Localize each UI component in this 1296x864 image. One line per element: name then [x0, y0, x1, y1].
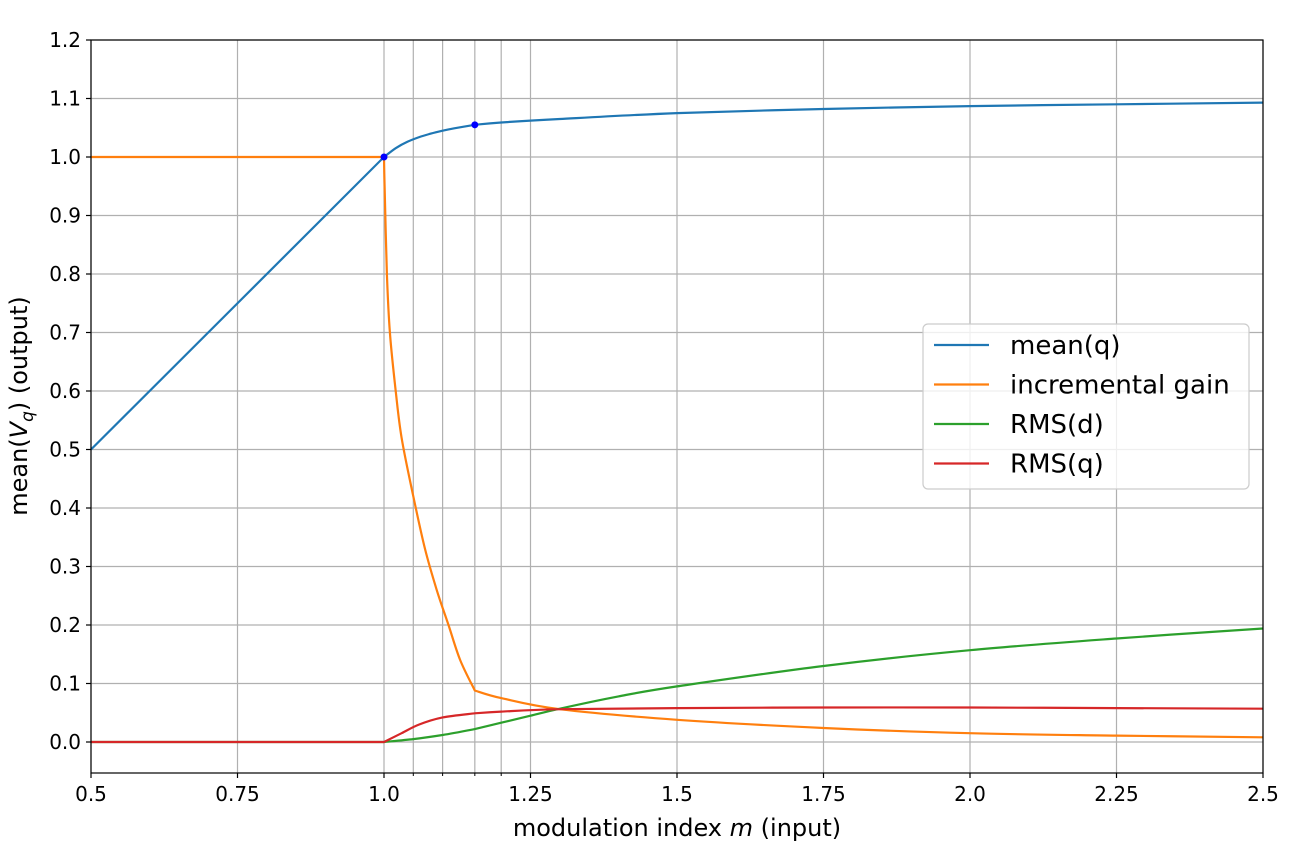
x-tick-label: 2.0 [954, 782, 986, 806]
x-tick-label: 1.75 [801, 782, 846, 806]
legend-item: incremental gain [934, 371, 1230, 401]
y-tick-label: 0.8 [49, 262, 81, 286]
legend-label: incremental gain [1010, 371, 1230, 401]
legend-label: mean(q) [1010, 331, 1121, 361]
legend-item: RMS(q) [934, 450, 1104, 480]
legend: mean(q) incremental gain RMS(d) RMS(q) [922, 323, 1250, 490]
legend-item: RMS(d) [934, 410, 1104, 440]
y-tick-label: 0.0 [49, 730, 81, 754]
highlight-markers [380, 121, 479, 161]
x-tick-label: 1.5 [661, 782, 693, 806]
y-tick-label: 0.5 [49, 438, 81, 462]
x-axis-label: modulation index m (input) [513, 814, 841, 842]
y-tick-label: 0.3 [49, 555, 81, 579]
x-axis-ticks: 0.5 0.75 1.0 1.25 1.5 1.75 2.0 2.25 2.5 [75, 773, 1279, 806]
y-tick-label: 1.2 [49, 28, 81, 52]
y-tick-label: 1.0 [49, 145, 81, 169]
x-tick-label: 1.0 [368, 782, 400, 806]
y-tick-label: 0.9 [49, 204, 81, 228]
x-tick-label: 2.25 [1094, 782, 1139, 806]
y-tick-label: 0.1 [49, 672, 81, 696]
y-tick-label: 0.7 [49, 321, 81, 345]
x-tick-label: 0.75 [215, 782, 260, 806]
x-tick-label: 0.5 [75, 782, 107, 806]
series-line-incremental-gain [91, 155, 1264, 739]
y-tick-label: 1.1 [49, 87, 81, 111]
data-point-marker [380, 153, 388, 161]
x-tick-label: 2.5 [1247, 782, 1279, 806]
y-tick-label: 0.2 [49, 613, 81, 637]
legend-box [922, 323, 1250, 490]
y-tick-label: 0.6 [49, 379, 81, 403]
data-point-marker [471, 121, 479, 129]
legend-label: RMS(q) [1010, 450, 1104, 480]
legend-item: mean(q) [934, 331, 1121, 361]
x-tick-label: 1.25 [508, 782, 553, 806]
y-tick-label: 0.4 [49, 496, 81, 520]
y-axis-label: mean(Vq) (output) [5, 296, 38, 516]
series-line-rms-q [90, 706, 1264, 744]
y-axis-ticks: 0.0 0.1 0.2 0.3 0.4 0.5 0.6 0.7 0.8 0.9 1.0 1.1 1.2 [49, 28, 91, 754]
legend-label: RMS(d) [1010, 410, 1104, 440]
